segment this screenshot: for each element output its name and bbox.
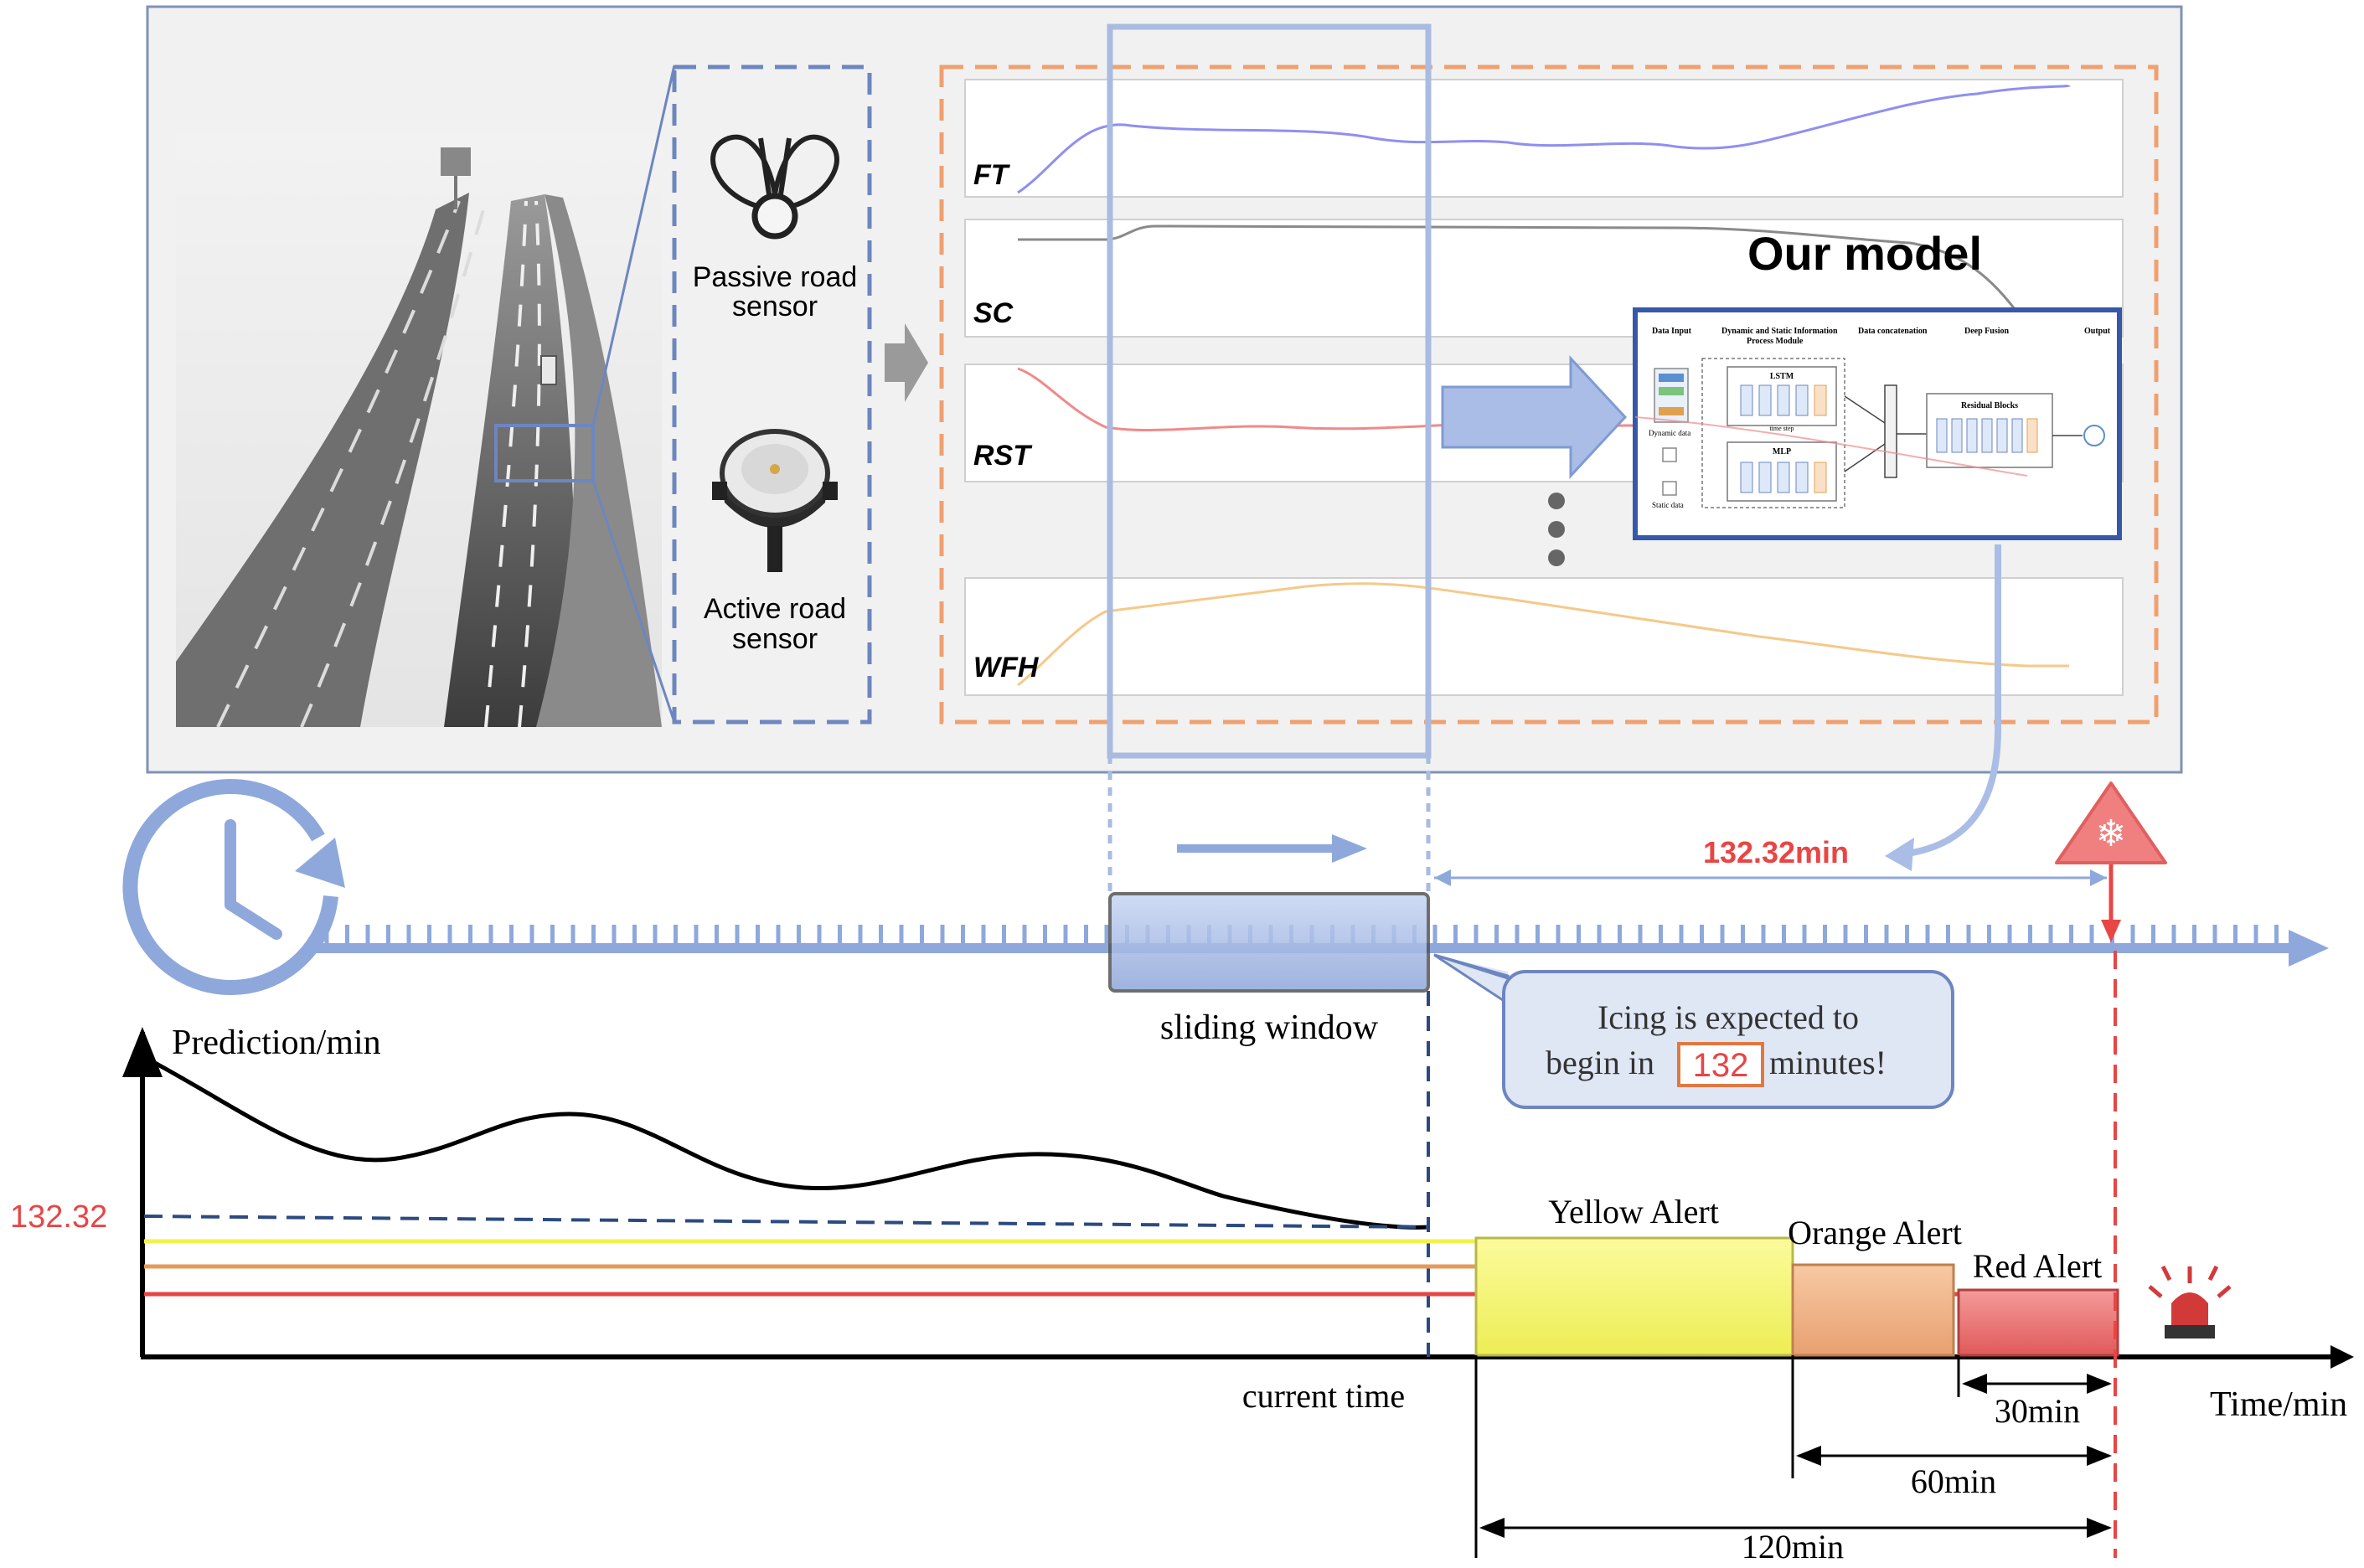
series-label-ft: FT [973,159,1011,191]
orange-alert-label: Orange Alert [1788,1214,1962,1251]
passive-sensor-label-line2: sensor [732,291,818,322]
orange-alert-bar [1791,1263,1955,1357]
callout-line1: Icing is expected to [1598,998,1859,1036]
value-dashed-line [143,1215,1429,1229]
series-label-rst: RST [973,440,1033,472]
sensor-series-box [939,64,2159,725]
ice-warning-icon: ❄ [2055,781,2167,942]
sliding-window[interactable] [1108,892,1430,993]
icing-callout [1433,953,1954,1109]
svg-text:❄: ❄ [2096,813,2127,854]
red-alert-bar [1957,1288,2119,1357]
series-line-sc [1018,224,2070,337]
bridge-photo [176,134,662,728]
svg-text:Data Input: Data Input [1652,327,1692,336]
callout-begin-in: begin in [1546,1044,1654,1081]
y-axis-label: Prediction/min [172,1024,381,1062]
interval-30min-label: 30min [1995,1392,2080,1430]
red-alert-label: Red Alert [1973,1247,2102,1285]
yellow-alert-bar [1474,1236,1794,1357]
y-value-label: 132.32 [10,1199,107,1235]
active-sensor-label-line1: Active road [704,593,846,625]
series-label-sc: SC [973,297,1014,329]
svg-text:Residual Blocks: Residual Blocks [1961,401,2018,410]
active-sensor-label-line2: sensor [732,623,818,655]
model-title: Our model [1747,227,1982,280]
model-architecture: Data Input Dynamic and Static Informatio… [1649,327,2111,509]
svg-text:Deep Fusion: Deep Fusion [1964,327,2010,336]
sliding-window-label: sliding window [1160,1008,1379,1047]
model-output-arrow [1901,544,2001,858]
callout-minutes: minutes! [1769,1044,1887,1081]
ellipsis-dots [1548,493,1565,566]
sensor-box [672,64,872,725]
model-input-arrow [1441,355,1628,479]
svg-text:Static data: Static data [1652,501,1684,509]
grey-flow-arrow [885,323,928,402]
sliding-window-frame [1107,23,1432,759]
x-axis-label: Time/min [2210,1385,2347,1424]
clock-icon [122,779,345,995]
svg-text:MLP: MLP [1773,447,1791,456]
siren-icon [2148,1265,2232,1338]
svg-text:Process Module: Process Module [1747,337,1804,346]
callout-number: 132 [1693,1047,1749,1084]
current-time-label: current time [1242,1377,1405,1415]
series-label-wfh: WFH [973,652,1040,683]
svg-text:LSTM: LSTM [1770,372,1794,381]
yellow-alert-label: Yellow Alert [1548,1193,1719,1230]
passive-sensor-label-line1: Passive road [693,261,858,293]
prediction-curve [142,1055,1430,1230]
prediction-horizon-value: 132.32min [1703,835,1849,869]
svg-text:Dynamic and Static Information: Dynamic and Static Information [1721,327,1838,336]
active-sensor-icon [712,429,838,572]
interval-60min-label: 60min [1911,1462,1996,1500]
svg-text:Dynamic data: Dynamic data [1649,429,1690,437]
series-panels [964,79,2124,696]
series-line-ft [1017,84,2071,194]
interval-120min-label: 120min [1742,1528,1844,1565]
svg-text:time step: time step [1769,425,1794,432]
svg-text:Output: Output [2084,327,2111,336]
passive-sensor-icon [710,134,839,240]
svg-text:Data concatenation: Data concatenation [1858,327,1928,336]
road-highlight-box [494,424,595,482]
callout-number-box [1677,1042,1764,1087]
